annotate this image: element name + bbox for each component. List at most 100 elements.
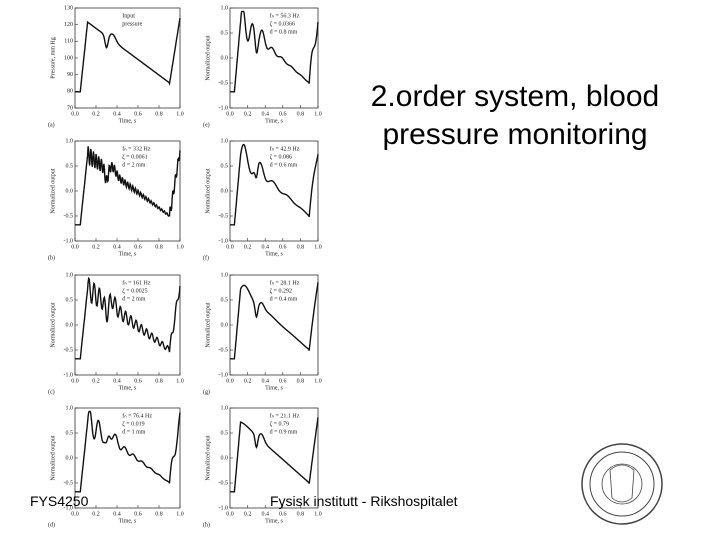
panel-annotation: ζ = 0.0366 bbox=[270, 20, 295, 27]
y-tick-label: 110 bbox=[64, 39, 73, 45]
waveform bbox=[230, 417, 319, 493]
panel-annotation: d = 2 mm bbox=[122, 162, 146, 168]
panel-label: (b) bbox=[48, 254, 55, 261]
x-tick-label: 0.0 bbox=[71, 244, 79, 250]
x-axis-label: Time, s bbox=[119, 118, 137, 124]
x-tick-label: 0.8 bbox=[297, 111, 305, 117]
x-tick-label: 0.4 bbox=[113, 111, 121, 117]
panel-annotation: d = 1 mm bbox=[122, 429, 146, 435]
x-tick-label: 0.0 bbox=[226, 111, 234, 117]
x-tick-label: 0.8 bbox=[297, 378, 305, 384]
x-axis-label: Time, s bbox=[119, 518, 137, 524]
y-tick-label: 0.0 bbox=[221, 188, 229, 194]
x-tick-label: 0.6 bbox=[279, 111, 287, 117]
y-tick-label: 100 bbox=[64, 55, 73, 61]
x-tick-label: 0.6 bbox=[279, 378, 287, 384]
x-tick-label: 0.2 bbox=[244, 511, 252, 517]
y-tick-label: 90 bbox=[67, 72, 73, 78]
y-tick-label: 0.5 bbox=[66, 297, 74, 303]
panel-annotation: fₙ = 76.4 Hz bbox=[122, 412, 152, 419]
panel-label: (f) bbox=[203, 254, 209, 261]
waveform bbox=[75, 276, 181, 360]
y-tick-label: 80 bbox=[67, 89, 73, 95]
y-axis-label: Pressure, mm Hg bbox=[50, 37, 56, 79]
x-tick-label: 0.0 bbox=[71, 511, 79, 517]
panel-annotation: ζ = 0.79 bbox=[270, 420, 289, 427]
x-tick-label: 0.6 bbox=[279, 511, 287, 517]
y-axis-label: Normalized output bbox=[50, 168, 56, 213]
panel-annotation: fₙ = 161 Hz bbox=[122, 279, 151, 286]
y-tick-label: 1.0 bbox=[221, 138, 229, 144]
x-axis-label: Time, s bbox=[119, 385, 137, 391]
y-tick-label: 0.0 bbox=[221, 55, 229, 61]
x-tick-label: 0.4 bbox=[261, 511, 269, 517]
panel-annotation: fₙ = 56.3 Hz bbox=[270, 12, 300, 19]
panel-label: (h) bbox=[203, 521, 210, 528]
waveform bbox=[75, 410, 181, 493]
waveform bbox=[230, 282, 319, 360]
waveform bbox=[230, 10, 319, 93]
slide-title: 2.order system, blood pressure monitorin… bbox=[370, 80, 660, 151]
y-tick-label: 0.5 bbox=[66, 430, 74, 436]
x-tick-label: 0.4 bbox=[113, 378, 121, 384]
x-axis-label: Time, s bbox=[119, 251, 137, 257]
x-tick-label: 1.0 bbox=[176, 511, 184, 517]
waveform bbox=[230, 143, 319, 226]
x-tick-label: 0.6 bbox=[134, 111, 142, 117]
x-tick-label: 0.4 bbox=[261, 378, 269, 384]
x-tick-label: 0.0 bbox=[226, 244, 234, 250]
y-axis-label: Normalized output bbox=[205, 302, 211, 347]
x-tick-label: 1.0 bbox=[176, 378, 184, 384]
y-tick-label: -1.0 bbox=[64, 372, 74, 378]
x-tick-label: 0.0 bbox=[226, 511, 234, 517]
panel-annotation: pressure bbox=[122, 21, 142, 27]
x-tick-label: 0.4 bbox=[261, 111, 269, 117]
x-tick-label: 0.2 bbox=[92, 378, 100, 384]
x-axis-label: Time, s bbox=[265, 385, 283, 391]
footer-left: FYS4250 bbox=[30, 493, 89, 509]
x-tick-label: 0.8 bbox=[155, 244, 163, 250]
y-tick-label: -0.5 bbox=[219, 80, 229, 86]
y-tick-label: 0.0 bbox=[221, 455, 229, 461]
y-tick-label: -0.5 bbox=[219, 480, 229, 486]
y-tick-label: -1.0 bbox=[64, 505, 74, 511]
panel-annotation: d = 0.4 mm bbox=[270, 296, 298, 302]
y-tick-label: -1.0 bbox=[219, 372, 229, 378]
y-tick-label: 1.0 bbox=[221, 5, 229, 11]
y-tick-label: 130 bbox=[64, 5, 73, 11]
x-axis-label: Time, s bbox=[265, 118, 283, 124]
x-tick-label: 0.6 bbox=[134, 511, 142, 517]
y-tick-label: -1.0 bbox=[219, 105, 229, 111]
panel-annotation: ζ = 0.0061 bbox=[122, 153, 147, 160]
x-tick-label: 0.4 bbox=[261, 244, 269, 250]
y-tick-label: -1.0 bbox=[64, 238, 74, 244]
panel-label: (d) bbox=[48, 521, 55, 528]
x-tick-label: 0.4 bbox=[113, 244, 121, 250]
x-tick-label: 0.2 bbox=[92, 511, 100, 517]
x-tick-label: 0.2 bbox=[244, 111, 252, 117]
x-tick-label: 0.6 bbox=[134, 244, 142, 250]
waveform bbox=[75, 146, 181, 226]
panel-annotation: ζ = 0.292 bbox=[270, 287, 292, 294]
x-tick-label: 1.0 bbox=[176, 244, 184, 250]
y-tick-label: -0.5 bbox=[219, 347, 229, 353]
x-tick-label: 0.0 bbox=[226, 378, 234, 384]
x-tick-label: 0.0 bbox=[71, 111, 79, 117]
x-tick-label: 1.0 bbox=[314, 244, 322, 250]
panel-annotation: fₙ = 21.1 Hz bbox=[270, 412, 300, 419]
y-tick-label: 0.0 bbox=[66, 322, 74, 328]
y-tick-label: 1.0 bbox=[66, 405, 74, 411]
x-tick-label: 0.2 bbox=[244, 244, 252, 250]
x-tick-label: 0.8 bbox=[155, 511, 163, 517]
y-tick-label: 0.0 bbox=[66, 455, 74, 461]
x-tick-label: 0.2 bbox=[92, 111, 100, 117]
y-axis-label: Normalized output bbox=[205, 35, 211, 80]
panel-annotation: ζ = 0.086 bbox=[270, 153, 292, 160]
y-tick-label: -1.0 bbox=[219, 505, 229, 511]
panel-label: (a) bbox=[48, 121, 55, 128]
panel-annotation: d = 0.6 mm bbox=[270, 162, 298, 168]
y-tick-label: 70 bbox=[67, 105, 73, 111]
x-tick-label: 1.0 bbox=[314, 378, 322, 384]
panel-annotation: ζ = 0.019 bbox=[122, 420, 144, 427]
